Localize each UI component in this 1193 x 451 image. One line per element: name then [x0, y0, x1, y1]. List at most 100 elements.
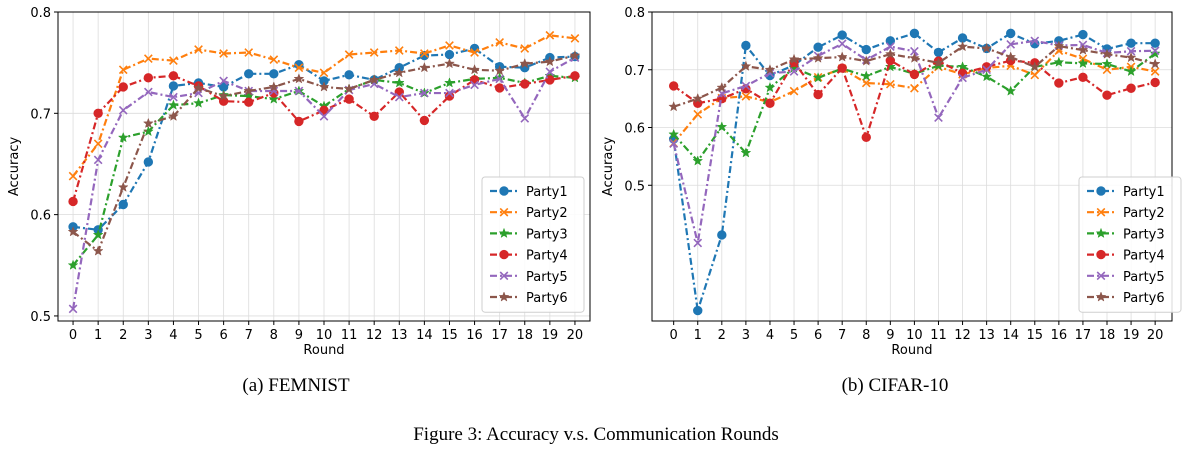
legend-marker	[1095, 227, 1107, 239]
data-point	[692, 155, 704, 166]
data-point	[318, 81, 330, 92]
data-point	[934, 113, 943, 123]
data-point	[368, 74, 380, 85]
x-tick-label: 17	[491, 328, 508, 343]
data-point	[1029, 61, 1041, 72]
data-point	[1006, 28, 1016, 39]
x-tick-label: 8	[270, 328, 278, 343]
x-tick-label: 6	[219, 328, 227, 343]
data-point	[444, 49, 455, 60]
data-point	[544, 55, 556, 67]
data-point	[1101, 48, 1113, 59]
x-tick-label: 18	[1099, 328, 1116, 343]
data-point	[812, 72, 824, 83]
x-tick-label: 3	[742, 328, 750, 343]
data-point	[545, 30, 555, 40]
data-point	[444, 77, 455, 88]
data-point	[741, 81, 751, 91]
legend: Party1 Party2 Party3 Party4 Party5 Party6	[481, 176, 585, 313]
x-tick-label: 20	[567, 328, 584, 343]
x-axis-label: Round	[891, 343, 932, 358]
legend-label: Party5	[1123, 270, 1165, 285]
data-point	[764, 81, 776, 93]
data-point	[394, 46, 404, 55]
data-point	[444, 57, 455, 69]
data-point	[118, 105, 128, 115]
data-point	[1005, 51, 1017, 62]
data-point	[244, 69, 254, 79]
data-point	[420, 49, 429, 58]
legend-marker	[499, 186, 509, 196]
data-point	[569, 49, 581, 61]
data-point	[67, 226, 79, 237]
data-point	[692, 92, 704, 104]
data-point	[520, 114, 530, 123]
data-point	[1006, 39, 1016, 49]
legend-item: Party2	[1087, 206, 1165, 221]
data-point	[469, 64, 480, 75]
data-point	[668, 128, 680, 140]
data-point	[218, 90, 230, 101]
data-point	[860, 70, 872, 81]
subcaption-femnist: (a) FEMNIST	[242, 375, 350, 396]
data-point	[1126, 38, 1136, 48]
data-point	[1053, 40, 1065, 51]
data-point	[1149, 58, 1161, 69]
data-point	[813, 89, 823, 100]
legend-marker	[499, 207, 509, 217]
legend-label: Party2	[526, 206, 568, 221]
data-point	[93, 139, 103, 149]
x-tick-label: 11	[930, 328, 947, 343]
legend-item: Party5	[490, 270, 568, 285]
data-point	[982, 65, 991, 75]
data-point	[92, 229, 104, 240]
data-point	[294, 86, 304, 96]
x-tick-label: 1	[694, 328, 702, 343]
data-point	[1102, 90, 1112, 100]
data-point	[243, 85, 255, 96]
x-tick-label: 15	[1027, 328, 1044, 343]
data-point	[344, 70, 354, 80]
x-axis-label: Round	[303, 343, 344, 358]
y-tick-label: 0.5	[624, 179, 645, 194]
data-point	[813, 42, 823, 52]
legend-label: Party4	[526, 249, 568, 264]
chart-cifar10: 0 1 2 3 4 5 6 7 8 9 10 11 12 13 14 15 16 17 18 19 200.50.60.…	[601, 6, 1182, 358]
data-point	[419, 115, 430, 126]
legend-label: Party4	[1123, 249, 1165, 264]
data-point	[219, 49, 228, 58]
x-tick-label: 6	[814, 328, 822, 343]
data-point	[716, 121, 728, 132]
data-point	[910, 46, 919, 56]
data-point	[168, 99, 179, 110]
plot-frame	[651, 11, 1173, 322]
data-point	[789, 67, 799, 76]
legend-item: Party2	[490, 206, 568, 221]
data-point	[344, 50, 354, 59]
y-tick-label: 0.6	[624, 122, 645, 137]
series-line	[72, 74, 576, 202]
data-point	[1078, 72, 1088, 82]
x-tick-label: 10	[906, 328, 923, 343]
data-point	[860, 55, 872, 66]
data-point	[1150, 38, 1160, 48]
data-point	[520, 44, 530, 53]
x-tick-label: 12	[366, 328, 383, 343]
data-point	[570, 33, 580, 43]
y-tick-label: 0.5	[30, 310, 51, 325]
data-point	[812, 52, 824, 63]
data-point	[118, 199, 128, 210]
data-point	[1150, 67, 1160, 76]
legend-marker	[1096, 249, 1106, 260]
x-tick-label: 8	[862, 328, 870, 343]
data-point	[495, 38, 505, 47]
data-point	[1005, 85, 1017, 96]
data-point	[319, 111, 329, 121]
data-point	[494, 65, 506, 76]
x-tick-label: 0	[69, 328, 77, 343]
data-point	[1125, 65, 1137, 77]
data-point	[268, 93, 280, 104]
x-tick-label: 5	[194, 328, 202, 343]
data-point	[268, 81, 280, 92]
x-tick-label: 7	[245, 328, 253, 343]
